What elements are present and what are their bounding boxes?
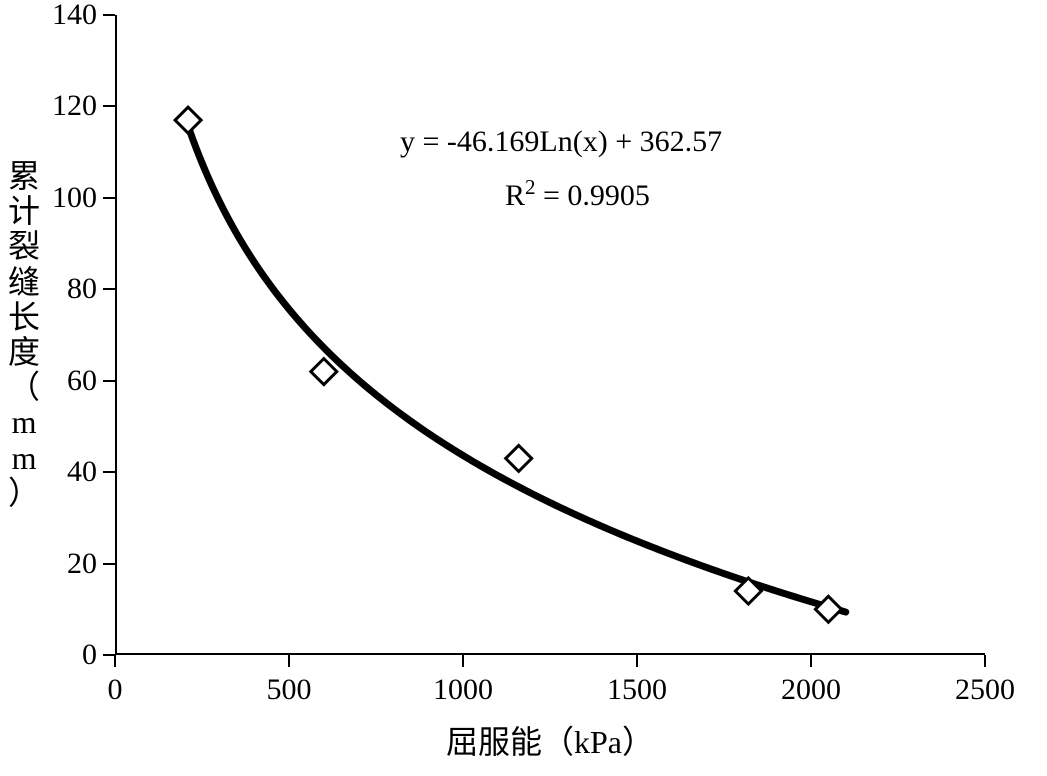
y-tick [103,563,115,565]
x-tick [810,655,812,667]
y-tick [103,471,115,473]
y-tick [103,654,115,656]
x-tick-label: 1000 [433,673,493,707]
x-tick [114,655,116,667]
y-tick [103,288,115,290]
y-tick-label: 120 [52,89,97,123]
x-tick [462,655,464,667]
y-tick-label: 40 [67,455,97,489]
x-tick-label: 2500 [955,673,1015,707]
data-point [506,445,532,471]
x-tick [288,655,290,667]
y-tick-label: 0 [82,638,97,672]
y-tick-label: 100 [52,181,97,215]
y-tick [103,380,115,382]
x-tick-label: 0 [108,673,123,707]
x-tick [636,655,638,667]
x-tick-label: 1500 [607,673,667,707]
data-point [175,107,201,133]
y-tick-label: 60 [67,364,97,398]
x-tick-label: 2000 [781,673,841,707]
data-point [311,359,337,385]
data-point [815,596,841,622]
chart-svg [0,0,1047,776]
equation-annotation: R2 = 0.9905 [505,175,650,213]
y-tick-label: 140 [52,0,97,32]
y-axis-label: 累计裂缝长度（mm） [8,159,40,511]
y-tick-label: 80 [67,272,97,306]
y-tick-label: 20 [67,547,97,581]
y-tick [103,14,115,16]
chart-container: 0 500 1000 1500 2000 2500 0 20 40 60 80 100 120 140 屈服… [0,0,1047,776]
x-tick-label: 500 [267,673,312,707]
x-tick [984,655,986,667]
y-tick [103,197,115,199]
y-tick [103,105,115,107]
equation-annotation: y = -46.169Ln(x) + 362.57 [400,125,722,159]
x-axis-label: 屈服能（kPa） [446,717,654,763]
